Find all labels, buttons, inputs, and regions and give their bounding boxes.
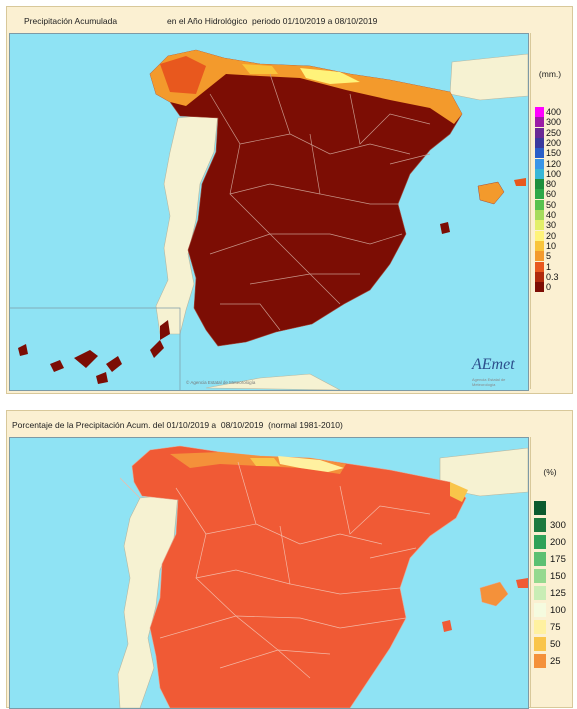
legend-swatch — [535, 189, 544, 200]
precipitation-map: © Agencia Estatal de Meteorología AEmet … — [9, 33, 529, 391]
legend-swatch — [535, 168, 544, 179]
legend-swatch — [535, 271, 544, 282]
legend-label: 1 — [546, 261, 552, 272]
legend2-label: 125 — [550, 588, 566, 599]
legend2-label: 100 — [550, 605, 566, 616]
legend2-label: 25 — [550, 656, 561, 667]
ibiza-island — [440, 222, 450, 234]
legend-swatch — [535, 107, 544, 117]
legend2-label: 50 — [550, 639, 561, 650]
legend2-swatch — [534, 654, 546, 668]
legend-swatch — [535, 148, 544, 159]
legend-label: 200 — [546, 137, 562, 148]
legend-label: 150 — [546, 148, 562, 159]
percentage-legend: (%) 300 200 175 150 125 100 75 50 25 — [530, 437, 569, 707]
north-wet-zone — [150, 50, 462, 124]
legend2-swatch — [534, 586, 546, 600]
legend-label: 30 — [546, 220, 557, 231]
cantabria-yellow-2 — [250, 458, 280, 466]
title-left: Precipitación Acumulada — [24, 16, 118, 26]
canary-inset-frame — [10, 307, 181, 390]
percentage-map — [9, 437, 529, 709]
legend2-label: 175 — [550, 554, 566, 565]
legend-unit: (mm.) — [538, 69, 562, 79]
percentage-map-title: Porcentaje de la Precipitación Acum. del… — [7, 411, 572, 437]
aemet-logo-subtitle: Agencia Estatal de Meteorología — [472, 377, 506, 387]
legend-swatch — [535, 179, 544, 190]
percentage-title-text: Porcentaje de la Precipitación Acum. del… — [12, 420, 343, 430]
menorca-island-2 — [516, 578, 528, 588]
legend-label: 0 — [546, 282, 552, 293]
legend2-label: 300 — [550, 520, 566, 531]
legend-label: 10 — [546, 240, 557, 251]
legend-label: 20 — [546, 230, 557, 241]
legend-swatch — [535, 199, 544, 210]
legend2-swatch — [534, 518, 546, 532]
precipitation-legend: (mm.) 400 300 250 200 150 120 100 80 60 50 40 30 20 1… — [530, 33, 569, 389]
legend-label: 50 — [546, 199, 557, 210]
legend-swatch — [535, 117, 544, 128]
africa-land — [205, 373, 341, 390]
province-borders — [209, 73, 431, 331]
legend-label: 300 — [546, 117, 562, 128]
catalonia-yellow — [450, 482, 468, 502]
legend-label: 40 — [546, 210, 557, 220]
legend2-swatch — [534, 637, 546, 651]
copyright-text: © Agencia Estatal de Meteorología — [186, 380, 256, 385]
legend-label: 100 — [546, 168, 562, 179]
legend-swatch — [535, 158, 544, 169]
legend2-swatch — [534, 620, 546, 634]
mallorca-island-2 — [479, 581, 509, 607]
legend2-label: 150 — [550, 571, 566, 582]
cantabria-yellow — [300, 68, 360, 84]
title-right: en el Año Hidrológico periodo 01/10/2019… — [167, 16, 378, 26]
legend-swatch — [535, 251, 544, 262]
legend-swatch — [535, 127, 544, 138]
percentage-map-panel: Porcentaje de la Precipitación Acum. del… — [6, 410, 573, 709]
legend2-label: 75 — [550, 622, 561, 633]
legend2-swatch — [534, 501, 546, 515]
legend-label: 120 — [546, 158, 562, 169]
province-borders-2 — [119, 461, 431, 679]
legend-label: 80 — [546, 179, 557, 190]
canary-islands — [18, 320, 170, 384]
spain-percentage-svg — [117, 445, 528, 708]
legend2-swatch — [534, 535, 546, 549]
legend-swatch — [535, 230, 544, 241]
legend-label: 0.3 — [546, 271, 559, 282]
legend2-unit: (%) — [543, 467, 557, 477]
ibiza-island-2 — [442, 620, 452, 632]
legend2-swatch — [534, 603, 546, 617]
legend2-swatch — [534, 552, 546, 566]
legend-label: 5 — [546, 251, 552, 262]
legend-swatch — [535, 261, 544, 272]
precipitation-map-panel: Precipitación Acumulada en el Año Hidrol… — [6, 6, 573, 394]
legend2-label: 200 — [550, 537, 566, 548]
legend-label: 250 — [546, 127, 562, 138]
menorca-island — [514, 178, 526, 186]
france-land — [449, 53, 528, 101]
cantabria-light — [278, 456, 344, 472]
legend-label: 60 — [546, 189, 557, 200]
asturias-yellow — [242, 64, 278, 74]
mallorca-island — [477, 181, 505, 205]
spain-land-2 — [131, 445, 467, 708]
legend-label: 400 — [546, 107, 562, 117]
legend-swatch — [535, 210, 544, 220]
aemet-logo: AEmet — [472, 356, 515, 373]
legend2-swatch — [534, 569, 546, 583]
legend-swatch — [535, 282, 544, 293]
galicia-orange — [160, 56, 206, 94]
precipitation-map-title: Precipitación Acumulada en el Año Hidrol… — [7, 7, 572, 33]
legend-swatch — [535, 137, 544, 148]
spain-precipitation-svg — [10, 49, 528, 390]
legend-swatch — [535, 220, 544, 231]
legend-swatch — [535, 240, 544, 251]
